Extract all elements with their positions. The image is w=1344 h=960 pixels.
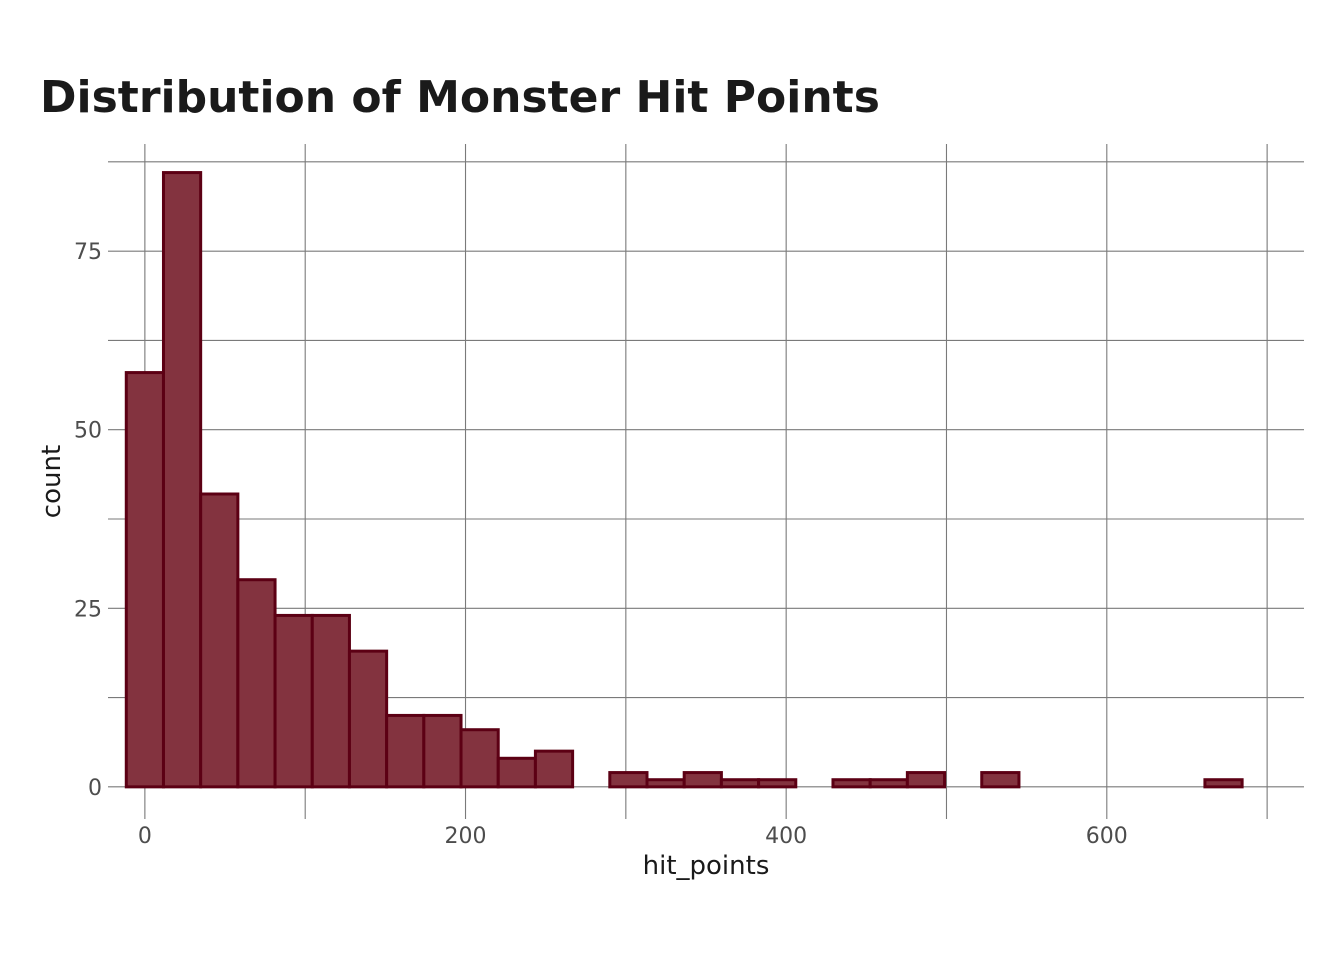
histogram-bar (719, 778, 761, 789)
histogram-bar (422, 713, 463, 789)
histogram-bar (199, 492, 240, 789)
x-tick-label: 200 (445, 824, 487, 849)
histogram-bar (757, 778, 798, 789)
histogram-bar (161, 171, 203, 789)
histogram-bar (608, 771, 649, 789)
histogram-bar (868, 778, 909, 789)
histogram-bar (273, 613, 314, 789)
x-tick-label: 0 (138, 824, 152, 849)
histogram-bar (385, 713, 426, 789)
y-tick-label: 0 (88, 776, 102, 801)
histogram-bar (347, 649, 389, 789)
histogram-bar (682, 771, 723, 789)
chart-title: Distribution of Monster Hit Points (40, 72, 880, 123)
x-tick-label: 600 (1086, 824, 1128, 849)
y-tick-label: 25 (74, 597, 102, 622)
histogram-bar (124, 371, 165, 789)
x-tick-label: 400 (765, 824, 807, 849)
histogram-bars (124, 171, 1244, 789)
histogram-bar (236, 578, 277, 789)
histogram-bar (496, 756, 537, 789)
histogram-bar (533, 749, 575, 789)
histogram-bar (459, 728, 500, 789)
histogram-bar (1203, 778, 1244, 789)
x-axis-title: hit_points (643, 851, 770, 881)
y-tick-label: 75 (74, 240, 102, 265)
tick-labels: 0 200 400 600 0 25 50 75 (74, 240, 1128, 849)
histogram-bar (980, 771, 1021, 789)
histogram-bar (645, 778, 686, 789)
histogram-bar (310, 613, 351, 789)
y-axis-title: count (37, 445, 67, 518)
histogram-bar (905, 771, 947, 789)
histogram-bar (831, 778, 872, 789)
y-tick-label: 50 (74, 419, 102, 444)
